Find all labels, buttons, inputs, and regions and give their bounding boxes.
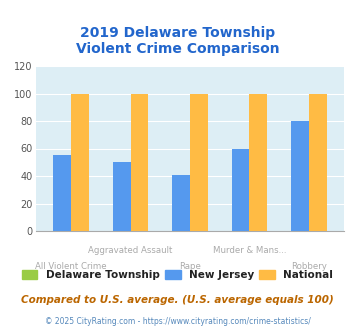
Text: Murder & Mans...: Murder & Mans... [213, 246, 286, 255]
Text: 2019 Delaware Township
Violent Crime Comparison: 2019 Delaware Township Violent Crime Com… [76, 26, 279, 56]
Bar [249, 93, 267, 231]
Bar [53, 155, 71, 231]
Bar [190, 93, 208, 231]
Legend: Delaware Township, New Jersey, National: Delaware Township, New Jersey, National [18, 266, 337, 284]
Bar [231, 148, 249, 231]
Text: Rape: Rape [179, 262, 201, 271]
Bar [131, 93, 148, 231]
Bar [113, 162, 131, 231]
Bar [71, 93, 89, 231]
Bar [291, 121, 309, 231]
Text: © 2025 CityRating.com - https://www.cityrating.com/crime-statistics/: © 2025 CityRating.com - https://www.city… [45, 317, 310, 326]
Text: Compared to U.S. average. (U.S. average equals 100): Compared to U.S. average. (U.S. average … [21, 295, 334, 305]
Bar [172, 175, 190, 231]
Text: Robbery: Robbery [291, 262, 327, 271]
Text: All Violent Crime: All Violent Crime [36, 262, 107, 271]
Bar [309, 93, 327, 231]
Text: Aggravated Assault: Aggravated Assault [88, 246, 173, 255]
